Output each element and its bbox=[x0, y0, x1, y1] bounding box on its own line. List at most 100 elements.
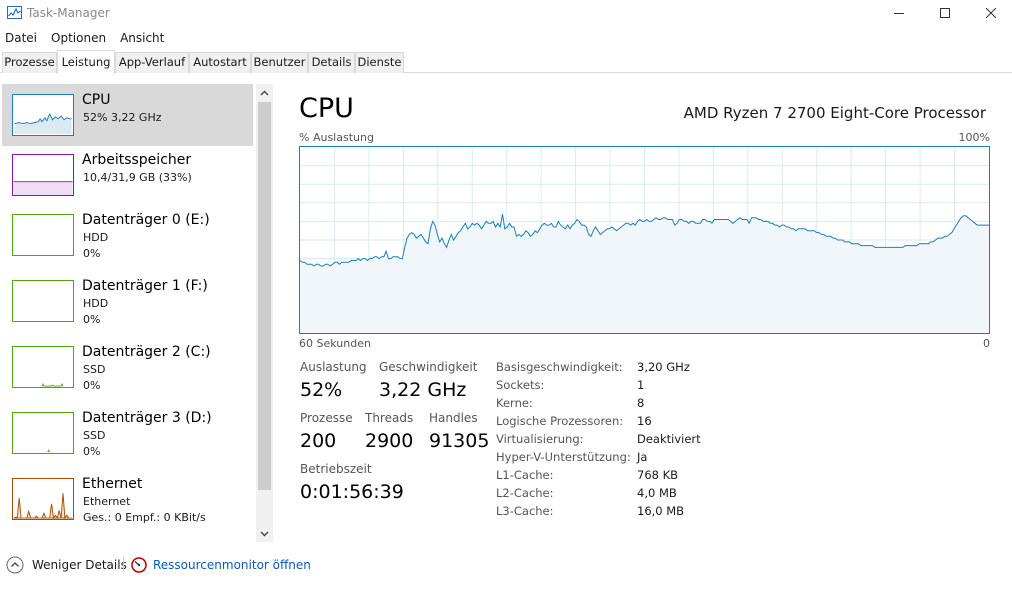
tab-prozesse[interactable]: Prozesse bbox=[2, 52, 57, 73]
info-label: Logische Prozessoren: bbox=[496, 414, 624, 428]
info-label: Basisgeschwindigkeit: bbox=[496, 360, 623, 374]
footer: Weniger Details Ressourcenmonitor öffnen bbox=[0, 552, 1012, 578]
tab-app-verlauf[interactable]: App-Verlauf bbox=[115, 52, 189, 73]
stat-speed-label: Geschwindigkeit bbox=[379, 360, 478, 374]
sidebar-item-cpu[interactable]: CPU 52% 3,22 GHz bbox=[2, 84, 253, 146]
close-button[interactable] bbox=[968, 0, 1012, 26]
sidebar-title: Arbeitsspeicher bbox=[82, 152, 192, 168]
cpu-thumbnail bbox=[12, 94, 74, 136]
chevron-up-icon bbox=[260, 90, 269, 95]
sidebar-usage: 0% bbox=[83, 247, 101, 260]
page-title: CPU bbox=[299, 93, 354, 124]
close-icon bbox=[986, 8, 996, 18]
info-label: Sockets: bbox=[496, 378, 545, 392]
info-value: 16,0 MB bbox=[637, 504, 685, 518]
stat-processes-label: Prozesse bbox=[300, 411, 353, 425]
tab-leistung[interactable]: Leistung bbox=[57, 50, 115, 74]
info-value: 8 bbox=[637, 396, 645, 410]
info-label: Hyper-V-Unterstützung: bbox=[496, 450, 631, 464]
info-value: Ja bbox=[637, 450, 648, 464]
graph-x-min-label: 0 bbox=[983, 337, 990, 350]
disk-thumbnail bbox=[12, 214, 74, 256]
info-value: 16 bbox=[637, 414, 652, 428]
sidebar-usage: 0% bbox=[83, 445, 101, 458]
sidebar-scrollbar[interactable] bbox=[256, 84, 273, 542]
sidebar-item-disk-2[interactable]: Datenträger 2 (C:) SSD 0% bbox=[2, 336, 253, 398]
info-value: 4,0 MB bbox=[637, 486, 677, 500]
stat-utilization-value: 52% bbox=[300, 379, 343, 401]
stat-threads-value: 2900 bbox=[365, 430, 414, 452]
menu-bar: Datei Optionen Ansicht bbox=[0, 29, 173, 47]
ethernet-thumbnail bbox=[12, 478, 74, 520]
disk-thumbnail bbox=[12, 346, 74, 388]
scroll-up-button[interactable] bbox=[256, 84, 273, 101]
sidebar-item-disk-0[interactable]: Datenträger 0 (E:) HDD 0% bbox=[2, 204, 253, 266]
sidebar-usage: 0% bbox=[83, 379, 101, 392]
tab-dienste[interactable]: Dienste bbox=[355, 52, 404, 73]
sidebar-subtitle: Ethernet bbox=[83, 495, 131, 508]
menu-datei[interactable]: Datei bbox=[5, 31, 38, 45]
scroll-down-button[interactable] bbox=[256, 525, 273, 542]
sidebar-item-disk-3[interactable]: Datenträger 3 (D:) SSD 0% bbox=[2, 402, 253, 464]
memory-thumbnail bbox=[12, 154, 74, 196]
info-label: L1-Cache: bbox=[496, 468, 554, 482]
processor-name: AMD Ryzen 7 2700 Eight-Core Processor bbox=[683, 104, 986, 122]
sidebar-throughput: Ges.: 0 Empf.: 0 KBit/s bbox=[83, 511, 206, 524]
sidebar-title: Ethernet bbox=[82, 476, 143, 492]
sidebar-item-memory[interactable]: Arbeitsspeicher 10,4/31,9 GB (33%) bbox=[2, 144, 253, 206]
tab-autostart[interactable]: Autostart bbox=[189, 52, 251, 73]
info-label: Virtualisierung: bbox=[496, 432, 584, 446]
sidebar-item-disk-1[interactable]: Datenträger 1 (F:) HDD 0% bbox=[2, 270, 253, 332]
menu-optionen[interactable]: Optionen bbox=[51, 31, 107, 45]
disk-thumbnail bbox=[12, 280, 74, 322]
stat-handles-label: Handles bbox=[429, 411, 478, 425]
tab-benutzer[interactable]: Benutzer bbox=[251, 52, 308, 73]
resource-monitor-link[interactable]: Ressourcenmonitor öffnen bbox=[131, 552, 311, 578]
cpu-usage-line bbox=[300, 213, 989, 267]
graph-x-label: 60 Sekunden bbox=[299, 337, 371, 350]
stat-uptime-value: 0:01:56:39 bbox=[300, 481, 404, 503]
maximize-icon bbox=[940, 8, 950, 18]
info-label: L2-Cache: bbox=[496, 486, 554, 500]
graph-y-label: % Auslastung bbox=[299, 131, 374, 144]
task-manager-icon bbox=[7, 6, 22, 19]
resource-monitor-label: Ressourcenmonitor öffnen bbox=[153, 558, 311, 572]
menu-ansicht[interactable]: Ansicht bbox=[120, 31, 165, 45]
stat-utilization-label: Auslastung bbox=[300, 360, 367, 374]
cpu-usage-area bbox=[300, 214, 989, 333]
sidebar-title: Datenträger 1 (F:) bbox=[82, 278, 208, 294]
scroll-thumb[interactable] bbox=[258, 102, 271, 490]
info-label: L3-Cache: bbox=[496, 504, 554, 518]
sidebar-subtitle: HDD bbox=[83, 297, 109, 310]
info-value: 768 KB bbox=[637, 468, 679, 482]
sidebar-item-ethernet[interactable]: Ethernet Ethernet Ges.: 0 Empf.: 0 KBit/… bbox=[2, 468, 253, 530]
footer-divider bbox=[123, 557, 124, 573]
window-title: Task-Manager bbox=[27, 6, 110, 20]
fewer-details-label: Weniger Details bbox=[32, 558, 127, 572]
chevron-up-circle-icon bbox=[6, 556, 24, 574]
resource-monitor-icon bbox=[131, 557, 147, 573]
sidebar-subtitle: SSD bbox=[83, 429, 106, 442]
info-value: 1 bbox=[637, 378, 645, 392]
tab-details[interactable]: Details bbox=[308, 52, 355, 73]
graph-y-max-label: 100% bbox=[958, 131, 990, 144]
stat-processes-value: 200 bbox=[300, 430, 337, 452]
sidebar-subtitle: 10,4/31,9 GB (33%) bbox=[83, 171, 192, 184]
maximize-button[interactable] bbox=[922, 0, 968, 26]
minimize-icon bbox=[894, 13, 904, 14]
resource-list: CPU 52% 3,22 GHz Arbeitsspeicher 10,4/31… bbox=[0, 84, 256, 542]
tab-bar: Prozesse Leistung App-Verlauf Autostart … bbox=[0, 50, 1012, 74]
sidebar-title: Datenträger 2 (C:) bbox=[82, 344, 211, 360]
sidebar-subtitle: HDD bbox=[83, 231, 109, 244]
sidebar-usage: 0% bbox=[83, 313, 101, 326]
sidebar-title: Datenträger 3 (D:) bbox=[82, 410, 212, 426]
sidebar-subtitle: SSD bbox=[83, 363, 106, 376]
info-label: Kerne: bbox=[496, 396, 533, 410]
chevron-down-icon bbox=[260, 531, 269, 536]
sidebar-title: CPU bbox=[82, 92, 111, 108]
disk-thumbnail bbox=[12, 412, 74, 454]
info-value: 3,20 GHz bbox=[637, 360, 690, 374]
minimize-button[interactable] bbox=[876, 0, 922, 26]
cpu-usage-graph bbox=[299, 146, 990, 334]
fewer-details-button[interactable]: Weniger Details bbox=[6, 552, 127, 578]
